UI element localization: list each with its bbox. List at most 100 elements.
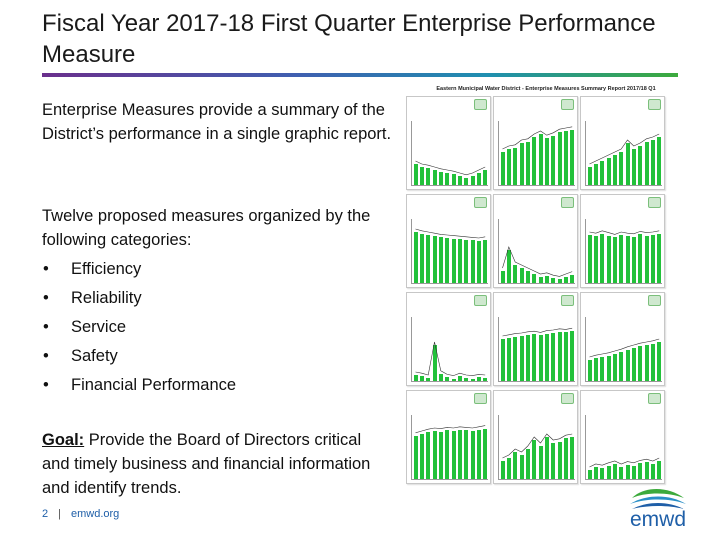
panel-bar <box>570 129 575 185</box>
panel-bar <box>506 458 511 479</box>
panel-chart <box>411 219 488 284</box>
report-panel <box>580 96 665 190</box>
panel-bar <box>419 376 424 381</box>
panel-bar <box>625 349 630 381</box>
panel-bar <box>532 334 537 381</box>
report-panel <box>493 194 578 288</box>
panel-bar <box>445 430 450 479</box>
panel-bar <box>563 131 568 185</box>
panel-bar <box>476 429 481 479</box>
panel-bar <box>631 348 636 381</box>
panel-bar <box>513 265 518 283</box>
panel-bar <box>551 443 556 479</box>
panel-gauge-icon <box>561 99 574 110</box>
logo-text: emwd <box>629 508 687 531</box>
panel-trend-line <box>502 433 573 459</box>
panel-bar <box>544 138 549 185</box>
panel-bar <box>457 176 462 185</box>
panel-bar <box>476 377 481 381</box>
slide-footer: 2 | emwd.org <box>42 508 119 520</box>
panel-bar <box>638 146 643 185</box>
report-title: Eastern Municipal Water District - Enter… <box>436 86 656 92</box>
panel-bar <box>532 274 537 283</box>
panel-bar <box>513 452 518 479</box>
panel-bar <box>506 149 511 185</box>
panel-bar <box>606 235 611 283</box>
report-panel <box>580 194 665 288</box>
panel-bar <box>525 141 530 185</box>
panel-chart <box>411 415 488 480</box>
panel-trend-line <box>415 425 486 434</box>
intro-paragraph: Enterprise Measures provide a summary of… <box>42 101 392 143</box>
report-panel <box>493 292 578 386</box>
panel-bar <box>451 378 456 381</box>
panel-bar <box>644 141 649 185</box>
category-item: Service <box>42 313 236 342</box>
panel-bar <box>587 360 592 381</box>
panel-bar <box>551 333 556 381</box>
panel-chart <box>498 121 575 186</box>
report-panel <box>493 96 578 190</box>
panel-chart <box>585 219 662 284</box>
panel-bar <box>483 378 488 381</box>
panel-bar <box>551 135 556 185</box>
panel-bar <box>432 431 437 479</box>
panel-bar <box>413 232 418 283</box>
panel-bar <box>644 345 649 381</box>
panel-trend-line <box>502 126 573 150</box>
panel-bar <box>538 277 543 283</box>
panel-bar <box>500 152 505 185</box>
panel-bar <box>593 236 598 283</box>
panel-bar <box>457 376 462 381</box>
panel-chart <box>585 317 662 382</box>
goal-label: Goal: <box>42 431 85 449</box>
panel-bar <box>426 235 431 283</box>
panel-bar <box>619 352 624 381</box>
panel-trend-line <box>589 133 660 165</box>
panel-gauge-icon <box>648 197 661 208</box>
panel-bar <box>593 467 598 479</box>
panel-trend-line <box>589 457 660 468</box>
panel-bar <box>563 438 568 479</box>
panel-bar <box>600 468 605 479</box>
categories-intro: Twelve proposed measures organized by th… <box>42 207 371 249</box>
panel-bar <box>438 373 443 381</box>
panel-bar <box>464 378 469 381</box>
website-link[interactable]: emwd.org <box>70 508 120 520</box>
panel-bar <box>445 173 450 185</box>
goal-paragraph: Goal: Provide the Board of Directors cri… <box>42 428 392 500</box>
panel-bar <box>464 430 469 479</box>
panel-gauge-icon <box>474 295 487 306</box>
panel-bar <box>525 449 530 479</box>
panel-bar <box>557 279 562 283</box>
report-panel <box>406 194 491 288</box>
panel-bar <box>612 464 617 479</box>
panel-bar <box>445 377 450 381</box>
panel-bar <box>600 233 605 283</box>
panel-bar <box>432 345 437 381</box>
category-item: Reliability <box>42 284 236 313</box>
panel-bar <box>657 342 662 381</box>
panel-bar <box>438 237 443 283</box>
panel-bar <box>551 278 556 283</box>
panel-bar <box>506 337 511 381</box>
panel-bar <box>519 455 524 479</box>
panel-gauge-icon <box>561 197 574 208</box>
panel-bar <box>612 155 617 185</box>
panel-bar <box>470 176 475 185</box>
panel-bar <box>570 331 575 381</box>
page-number: 2 <box>42 508 49 520</box>
panel-gauge-icon <box>648 295 661 306</box>
panel-bar <box>438 431 443 479</box>
panel-chart <box>411 121 488 186</box>
panel-bar <box>619 467 624 479</box>
panel-trend-line <box>415 160 486 176</box>
panel-bar <box>557 441 562 479</box>
footer-separator: | <box>58 508 61 520</box>
panel-gauge-icon <box>474 197 487 208</box>
panel-bar <box>419 233 424 283</box>
panel-bar <box>476 173 481 185</box>
panel-trend-line <box>502 246 573 277</box>
panel-bar <box>619 152 624 185</box>
panel-bar <box>426 432 431 479</box>
